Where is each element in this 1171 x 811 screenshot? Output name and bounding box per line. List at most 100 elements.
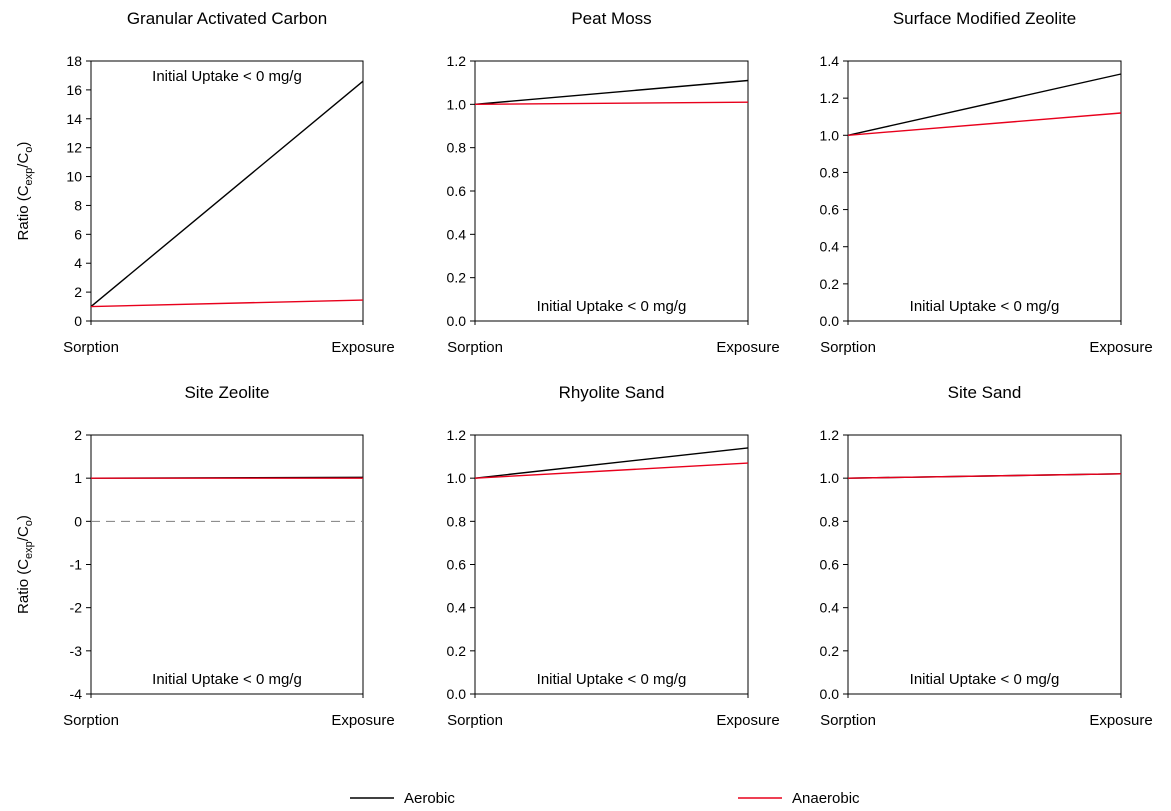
- series-line-anaerobic: [474, 462, 749, 479]
- y-tick-label: 1.0: [447, 96, 467, 112]
- x-tick-label: Exposure: [1089, 712, 1152, 729]
- y-tick-label: 1.2: [820, 90, 840, 106]
- y-tick-label: 0.0: [820, 686, 840, 702]
- y-tick-label: 16: [66, 82, 82, 98]
- y-tick-label: 0.6: [447, 183, 467, 199]
- y-tick-label: 1.0: [820, 470, 840, 486]
- x-tick-label: Exposure: [716, 339, 779, 356]
- series-line-anaerobic: [474, 101, 749, 106]
- y-axis-label-part: ): [15, 142, 32, 147]
- y-axis-label-subscript: exp: [23, 541, 35, 559]
- y-tick-label: 0.0: [447, 313, 467, 329]
- annotation-initial-uptake: Initial Uptake < 0 mg/g: [537, 671, 687, 688]
- plot-frame: [847, 60, 1122, 322]
- y-axis-label-subscript: o: [23, 147, 35, 153]
- chart-title: Surface Modified Zeolite: [893, 9, 1076, 28]
- x-tick-label: Sorption: [447, 712, 503, 729]
- y-tick-label: 1.2: [447, 53, 467, 69]
- y-tick-label: 18: [66, 53, 82, 69]
- y-tick-label: 0.4: [820, 600, 840, 616]
- y-tick-label: -3: [70, 643, 83, 659]
- chart-panels: Granular Activated Carbon024681012141618…: [15, 9, 1153, 729]
- y-tick-label: -2: [70, 600, 83, 616]
- annotation-initial-uptake: Initial Uptake < 0 mg/g: [537, 298, 687, 315]
- y-tick-label: 0.6: [447, 557, 467, 573]
- y-tick-label: 0.8: [820, 164, 840, 180]
- x-tick-label: Exposure: [1089, 339, 1152, 356]
- chart-panel-5: Rhyolite Sand 0.0 0.2 0.4 0.6 0.8 1.0 1.2 Sorpti…: [447, 383, 780, 729]
- x-tick-label: Exposure: [716, 712, 779, 729]
- y-tick-label: 12: [66, 140, 82, 156]
- y-tick-label: 0.0: [820, 313, 840, 329]
- chart-title: Granular Activated Carbon: [127, 9, 327, 28]
- y-tick-label: 0.4: [820, 239, 840, 255]
- y-axis-label: Ratio (Cexp/Co): [15, 515, 35, 614]
- x-tick-label: Sorption: [63, 339, 119, 356]
- series-line-aerobic: [474, 79, 749, 106]
- y-tick-label: 0.6: [820, 557, 840, 573]
- x-tick-label: Sorption: [820, 712, 876, 729]
- y-tick-label: 8: [74, 197, 82, 213]
- y-tick-label: 1.2: [820, 427, 840, 443]
- chart-panel-4: Site Zeolite -4 -3 -2 -1 0 1 2 Sorption Exposure I…: [15, 383, 395, 729]
- chart-panel-1: Granular Activated Carbon 0 2 4 6 8 10 12 14 16 18…: [15, 9, 395, 356]
- series-line-aerobic: [474, 447, 749, 479]
- y-tick-label: 2: [74, 284, 82, 300]
- chart-panel-6: Site Sand 0.0 0.2 0.4 0.6 0.8 1.0 1.2 Sorption Ex…: [820, 383, 1153, 729]
- y-tick-label: 1.0: [820, 127, 840, 143]
- y-tick-label: 14: [66, 111, 82, 127]
- chart-panel-2: Peat Moss 0.0 0.2 0.4 0.6 0.8 1.0 1.2 Sorption Ex…: [447, 9, 780, 356]
- legend: Aerobic Anaerobic: [350, 790, 860, 807]
- y-tick-label: 1: [74, 470, 82, 486]
- x-tick-label: Exposure: [331, 712, 394, 729]
- y-tick-label: 6: [74, 226, 82, 242]
- y-tick-label: 0: [74, 513, 82, 529]
- chart-title: Rhyolite Sand: [559, 383, 665, 402]
- plot-frame: [90, 434, 364, 695]
- y-tick-label: 0.6: [820, 202, 840, 218]
- series-line-anaerobic: [847, 473, 1122, 479]
- y-axis-label-part: /C: [15, 526, 32, 541]
- legend-label-anaerobic: Anaerobic: [792, 790, 860, 807]
- y-axis-label-part: Ratio (C: [15, 185, 32, 240]
- y-tick-label: 1.4: [820, 53, 840, 69]
- y-axis-label-part: Ratio (C: [15, 559, 32, 614]
- series-line-aerobic: [847, 73, 1122, 136]
- y-tick-label: 1.0: [447, 470, 467, 486]
- y-tick-label: 10: [66, 169, 82, 185]
- y-tick-label: 2: [74, 427, 82, 443]
- y-tick-label: 0.4: [447, 600, 467, 616]
- y-axis-label-part: /C: [15, 153, 32, 168]
- y-axis-label-subscript: o: [23, 520, 35, 526]
- plot-frame: [474, 60, 749, 322]
- legend-label-aerobic: Aerobic: [404, 790, 455, 807]
- chart-panel-3: Surface Modified Zeolite 0.0 0.2 0.4 0.6 0.8 1…: [820, 9, 1153, 356]
- chart-title: Site Sand: [948, 383, 1022, 402]
- y-tick-label: 0.0: [447, 686, 467, 702]
- annotation-initial-uptake: Initial Uptake < 0 mg/g: [152, 671, 302, 688]
- annotation-initial-uptake: Initial Uptake < 0 mg/g: [910, 298, 1060, 315]
- y-tick-label: 0.4: [447, 226, 467, 242]
- y-tick-label: 0.2: [820, 643, 840, 659]
- y-axis-label: Ratio (Cexp/Co): [15, 142, 35, 241]
- x-tick-label: Sorption: [63, 712, 119, 729]
- y-tick-label: -1: [70, 557, 83, 573]
- y-tick-label: 0.8: [447, 140, 467, 156]
- y-axis-label-subscript: exp: [23, 168, 35, 186]
- y-tick-label: 0.2: [820, 276, 840, 292]
- y-tick-label: 0.8: [447, 513, 467, 529]
- y-tick-label: 0.2: [447, 270, 467, 286]
- x-tick-label: Sorption: [447, 339, 503, 356]
- y-tick-label: 0: [74, 313, 82, 329]
- series-line-anaerobic: [90, 299, 364, 308]
- y-axis-label-part: ): [15, 515, 32, 520]
- annotation-initial-uptake: Initial Uptake < 0 mg/g: [910, 671, 1060, 688]
- annotation-initial-uptake: Initial Uptake < 0 mg/g: [152, 68, 302, 85]
- y-tick-label: 0.8: [820, 513, 840, 529]
- chart-title: Peat Moss: [571, 9, 651, 28]
- y-tick-label: 4: [74, 255, 82, 271]
- series-line-anaerobic: [847, 112, 1122, 136]
- x-tick-label: Exposure: [331, 339, 394, 356]
- x-tick-label: Sorption: [820, 339, 876, 356]
